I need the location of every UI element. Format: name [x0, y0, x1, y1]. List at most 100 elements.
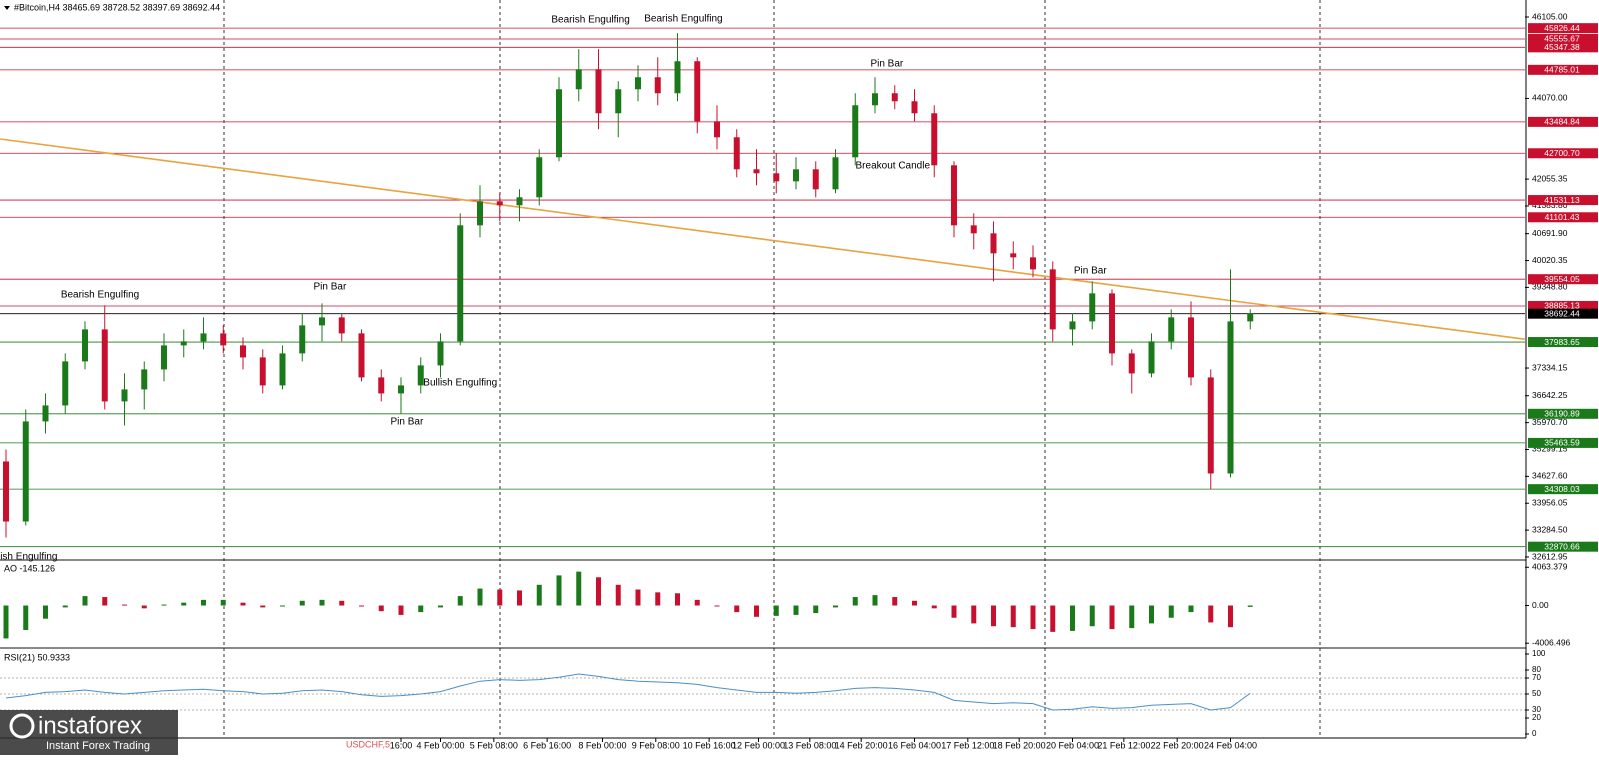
ao-bar [912, 600, 917, 606]
ao-bar [457, 596, 463, 606]
annotation: Bearish Engulfing [644, 14, 722, 25]
y-tick-label: 39348.80 [1532, 282, 1568, 292]
x-tick-label: 8 Feb 00:00 [578, 740, 626, 750]
logo-icon [9, 713, 35, 739]
y-tick-label: 35970.70 [1532, 417, 1568, 427]
ao-bar [161, 604, 167, 606]
ao-bar [1208, 605, 1214, 623]
candle-body [595, 69, 602, 114]
ao-bar [1188, 605, 1194, 613]
ao-bar [793, 605, 799, 615]
y-tick-label: 40020.35 [1532, 255, 1568, 265]
candle-body [516, 197, 523, 206]
ao-bar [220, 599, 226, 606]
ao-bar [536, 584, 542, 606]
ao-bar [477, 588, 483, 606]
price-level-box [1528, 212, 1598, 223]
ao-bar [773, 605, 779, 616]
price-level-label: 37983.65 [1544, 337, 1580, 347]
candle-body [931, 113, 938, 166]
candle-body [1089, 293, 1096, 322]
annotation: Bullish Engulfing [423, 378, 497, 389]
x-tick-label: 24 Feb 04:00 [1204, 740, 1257, 750]
logo-subtext: Instant Forex Trading [46, 740, 150, 752]
ao-bar [438, 605, 443, 608]
candle-body [674, 61, 681, 94]
ao-bar [319, 599, 325, 606]
y-tick-label: -4006.496 [1532, 637, 1571, 647]
ao-bar [1129, 605, 1135, 629]
annotation: Pin Bar [870, 59, 903, 70]
ao-bar [418, 605, 424, 613]
ao-bar [1247, 605, 1253, 607]
ao-bar [576, 571, 582, 606]
y-tick-label: 41383.80 [1532, 200, 1568, 210]
candle-body [338, 317, 345, 334]
candle-body [62, 361, 69, 406]
y-tick-label: 0 [1532, 729, 1537, 738]
candle-body [319, 317, 325, 326]
ao-bar [1089, 605, 1095, 627]
x-tick-label: 10 Feb 16:00 [683, 740, 736, 750]
ao-bar [951, 605, 957, 618]
ao-bar [872, 595, 878, 606]
candle-body [1247, 313, 1254, 322]
candle-body [220, 333, 227, 346]
price-level-box [1528, 308, 1598, 319]
candle-body [1227, 321, 1234, 474]
annotation: Bearish Engulfing [551, 15, 629, 26]
ao-bar [23, 605, 29, 630]
price-level-box [1528, 42, 1598, 53]
candle-body [180, 341, 187, 346]
y-tick-label: 70 [1532, 673, 1541, 682]
price-level-box [1528, 484, 1598, 495]
logo-text: instaforex [38, 712, 142, 739]
menu-arrow[interactable] [4, 6, 10, 10]
y-tick-label: 30 [1532, 705, 1541, 714]
ao-bar [1168, 605, 1174, 618]
candle-body [1030, 257, 1036, 270]
price-level-label: 32870.66 [1544, 541, 1580, 551]
price-level-label: 35463.59 [1544, 438, 1580, 448]
candle-body [161, 345, 167, 370]
candle-body [694, 61, 701, 122]
ao-bar [378, 605, 384, 612]
watermark: USDCHF,5 [346, 739, 390, 749]
y-tick-label: 34627.60 [1532, 471, 1568, 481]
price-level-box [1528, 541, 1598, 552]
price-level-box [1528, 116, 1598, 127]
candle-body [1069, 321, 1076, 330]
ao-bar [714, 605, 720, 607]
price-level-box [1528, 408, 1598, 419]
candle-body [990, 233, 997, 254]
candle-body [556, 89, 562, 158]
annotation: Pin Bar [314, 282, 347, 293]
candle-body [101, 329, 108, 402]
x-tick-label: 14 Feb 20:00 [835, 740, 888, 750]
x-tick-label: 17 Feb 12:00 [941, 740, 994, 750]
x-tick-label: 5 Feb 08:00 [470, 740, 518, 750]
panel-separator [0, 559, 1526, 561]
annotation: Bearish Engulfing [61, 290, 139, 301]
candle-body [1049, 269, 1056, 330]
candle-body [3, 461, 9, 522]
ao-bar [991, 605, 996, 627]
y-tick-label: 46105.00 [1532, 11, 1568, 21]
annotation: Breakout Candle [856, 161, 931, 172]
y-tick-label: 0.00 [1532, 600, 1549, 610]
x-tick-label: 22 Feb 20:00 [1151, 740, 1204, 750]
ao-bar [102, 597, 108, 606]
ao-bar [122, 604, 127, 606]
price-level-box [1528, 437, 1598, 448]
price-level-label: 41101.43 [1545, 212, 1580, 222]
price-level-box [1528, 148, 1598, 159]
ao-bar [1070, 605, 1075, 631]
candle-body [891, 93, 898, 102]
ao-bar [517, 590, 522, 606]
y-tick-label: 37334.15 [1532, 362, 1568, 372]
candle-body [951, 165, 957, 226]
candle-body [299, 325, 306, 354]
ao-bar [1010, 605, 1016, 628]
ao-bar [280, 605, 285, 607]
